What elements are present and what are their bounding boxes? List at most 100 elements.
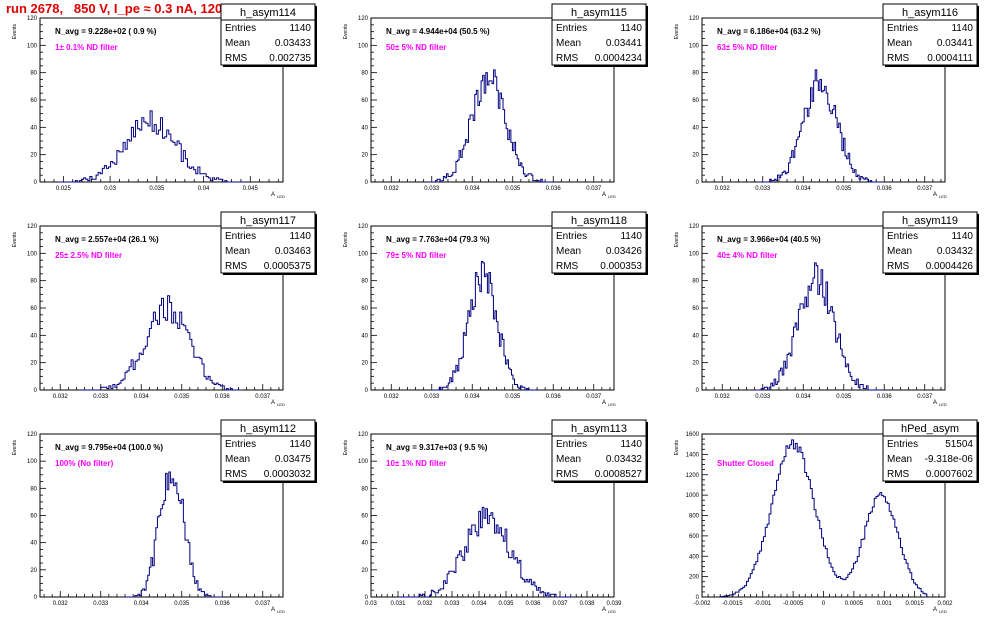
stats-box xyxy=(220,211,316,274)
stats-value: 1140 xyxy=(289,23,311,34)
stats-key: Entries xyxy=(225,231,256,242)
stats-key: Entries xyxy=(556,23,587,34)
stats-box xyxy=(551,211,647,274)
stats-shadow-bottom xyxy=(554,273,648,275)
y-tick-label: 20 xyxy=(692,361,699,367)
y-tick-label: 60 xyxy=(30,306,37,312)
stats-shadow-bottom xyxy=(554,65,648,67)
stats-value: 0.0004426 xyxy=(926,261,974,272)
y-tick-label: 40 xyxy=(361,333,368,339)
x-tick-label: 0.032 xyxy=(715,186,731,192)
stats-key: Entries xyxy=(556,439,587,450)
stats-box xyxy=(882,419,978,482)
stats-key: RMS xyxy=(225,53,248,64)
stats-key: Entries xyxy=(225,439,256,450)
y-tick-label: 100 xyxy=(358,43,369,49)
y-tick-label: 20 xyxy=(692,153,699,159)
x-tick-label: 0.036 xyxy=(546,186,562,192)
x-tick-label: 0.032 xyxy=(53,601,69,607)
filter-label: 40± 4% ND filter xyxy=(717,251,777,260)
stats-shadow-bottom xyxy=(223,481,317,483)
y-axis-label: Events xyxy=(12,24,18,40)
x-tick-label: 0.033 xyxy=(424,394,440,400)
x-tick-label: 0.035 xyxy=(498,601,514,607)
stats-key: Mean xyxy=(225,454,250,465)
stats-value: 1140 xyxy=(289,231,311,242)
y-tick-label: 60 xyxy=(692,306,699,312)
filter-label: 1± 0.1% ND filter xyxy=(55,43,118,52)
filter-label: 10± 1% ND filter xyxy=(386,459,446,468)
histogram-line xyxy=(398,506,574,598)
y-tick-label: 100 xyxy=(358,459,369,465)
y-tick-label: 80 xyxy=(361,486,368,492)
x-tick-label: 0.001 xyxy=(877,601,893,607)
x-tick-label: 0.037 xyxy=(586,394,602,400)
x-axis-label: A LED xyxy=(933,400,947,407)
y-axis-label: Events xyxy=(343,24,349,40)
y-tick-label: 40 xyxy=(30,541,37,547)
x-tick-label: 0.036 xyxy=(215,394,231,400)
n-avg-label: N_avg = 4.944e+04 (50.5 %) xyxy=(386,27,490,36)
stats-box xyxy=(220,3,316,66)
y-tick-label: 0 xyxy=(34,388,38,394)
stats-key: RMS xyxy=(556,469,579,480)
x-tick-label: 0.033 xyxy=(93,601,109,607)
y-tick-label: 0 xyxy=(696,180,700,186)
stats-shadow-bottom xyxy=(885,481,979,483)
x-tick-label: 0.032 xyxy=(53,394,69,400)
stats-value: 0.03433 xyxy=(275,38,312,49)
stats-shadow-right xyxy=(646,422,648,483)
stats-key: RMS xyxy=(887,53,910,64)
y-tick-label: 100 xyxy=(27,251,38,257)
stats-box xyxy=(220,419,316,482)
stats-key: RMS xyxy=(225,469,248,480)
x-axis-label: A LED xyxy=(271,400,285,407)
n-avg-label: N_avg = 9.228e+02 ( 0.9 %) xyxy=(55,27,157,36)
y-tick-label: 80 xyxy=(692,71,699,77)
y-tick-label: 80 xyxy=(692,279,699,285)
filter-label: 79± 5% ND filter xyxy=(386,251,446,260)
y-tick-label: 600 xyxy=(689,534,700,540)
x-tick-label: 0.033 xyxy=(93,394,109,400)
x-tick-label: 0.038 xyxy=(579,601,595,607)
y-tick-label: 60 xyxy=(361,306,368,312)
y-tick-label: 40 xyxy=(361,125,368,131)
y-tick-label: 60 xyxy=(30,98,37,104)
y-tick-label: 1200 xyxy=(686,473,700,479)
y-tick-label: 80 xyxy=(30,71,37,77)
stats-value: 0.03463 xyxy=(275,246,312,257)
y-tick-label: 120 xyxy=(689,224,700,230)
y-tick-label: 0 xyxy=(34,595,38,601)
y-tick-label: 60 xyxy=(361,98,368,104)
y-tick-label: 60 xyxy=(692,98,699,104)
y-tick-label: 40 xyxy=(30,125,37,131)
x-tick-label: -0.0015 xyxy=(722,601,743,607)
plot-hPed_asym: 0 200 400 600 800 1000 1200 1400 1600 -0.002 -0.00… xyxy=(674,419,979,614)
stats-title: h_asym114 xyxy=(240,7,296,19)
y-tick-label: 0 xyxy=(365,180,369,186)
x-axis-label: A LED xyxy=(602,192,616,199)
stats-key: RMS xyxy=(887,261,910,272)
stats-shadow-bottom xyxy=(223,273,317,275)
stats-title: h_asym116 xyxy=(902,7,958,19)
plot-h_asym116: 0 20 40 60 80 100 120 0.032 0.033 0.034 0.035 0.036… xyxy=(674,3,979,199)
x-tick-label: 0.035 xyxy=(174,601,190,607)
x-tick-label: -0.001 xyxy=(754,601,772,607)
y-tick-label: 120 xyxy=(358,16,369,22)
plot-h_asym115: 0 20 40 60 80 100 120 0.032 0.033 0.034 0.035 0.036… xyxy=(343,3,648,199)
stats-value: 0.03441 xyxy=(606,38,643,49)
x-tick-label: 0.034 xyxy=(134,601,150,607)
filter-label: 63± 5% ND filter xyxy=(717,43,777,52)
x-axis-label: A LED xyxy=(933,192,947,199)
x-tick-label: 0.032 xyxy=(417,601,433,607)
x-tick-label: 0.032 xyxy=(384,186,400,192)
y-axis-label: Events xyxy=(343,440,349,456)
stats-shadow-bottom xyxy=(885,273,979,275)
stats-shadow-right xyxy=(315,214,317,275)
n-avg-label: N_avg = 6.186e+04 (63.2 %) xyxy=(717,27,821,36)
x-tick-label: 0.03 xyxy=(104,186,116,192)
y-tick-label: 40 xyxy=(361,541,368,547)
filter-label: 50± 5% ND filter xyxy=(386,43,446,52)
stats-title: h_asym119 xyxy=(902,215,958,227)
stats-box xyxy=(551,419,647,482)
